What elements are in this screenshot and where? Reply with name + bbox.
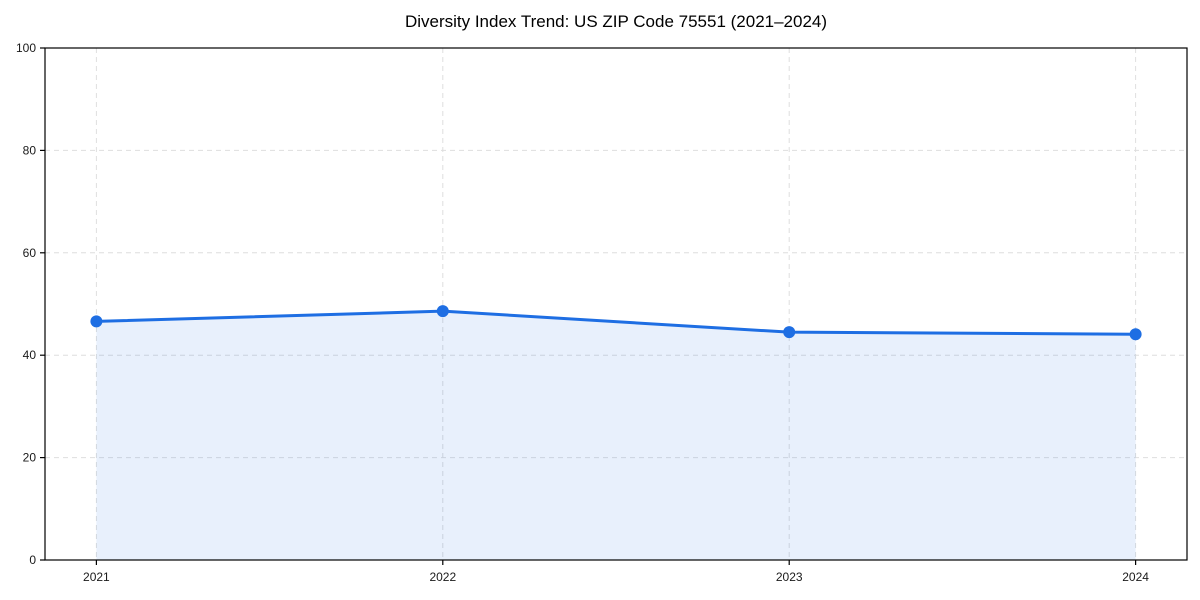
data-point-marker [90,315,103,328]
data-point-marker [1129,328,1142,341]
y-tick-label: 80 [23,143,37,157]
trend-line [94,309,1138,336]
y-tick-label: 20 [23,451,37,465]
data-point-marker [783,326,796,339]
plot-border [44,47,1188,561]
y-tick-label: 60 [23,246,37,260]
y-tick-label: 40 [23,348,37,362]
area-fill [96,311,1136,560]
x-tick-label: 2024 [1122,570,1149,584]
x-tick-label: 2022 [429,570,456,584]
x-tick-label: 2023 [776,570,803,584]
x-tick-label: 2021 [83,570,110,584]
y-tick-label: 100 [16,41,36,55]
data-point-marker [436,305,449,318]
chart-title: Diversity Index Trend: US ZIP Code 75551… [404,12,828,31]
y-tick-label: 0 [29,553,36,567]
